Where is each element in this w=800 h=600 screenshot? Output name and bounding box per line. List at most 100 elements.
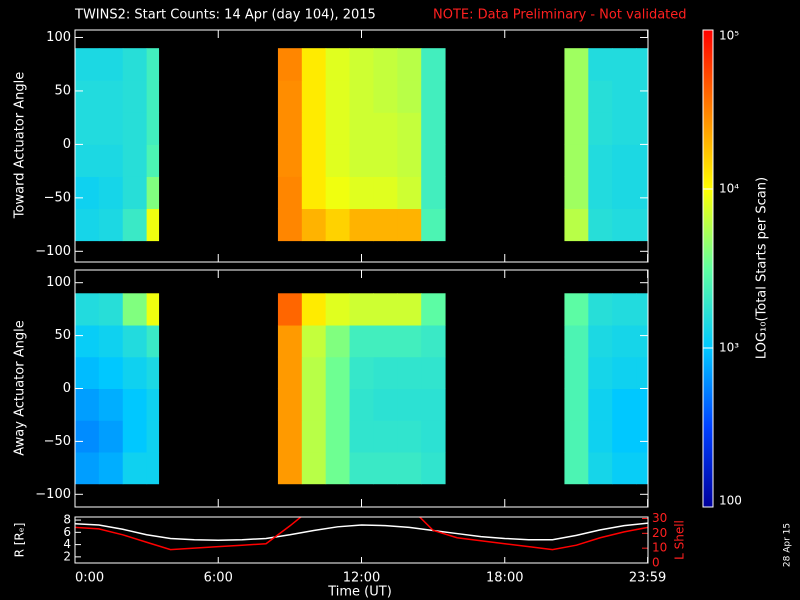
heatmap-cell [301,293,327,326]
y-tick-label: −50 [44,190,71,205]
heatmap-cell [588,208,613,242]
heatmap-cell [636,80,649,113]
heatmap-cell [75,293,100,326]
heatmap-cell [349,325,374,358]
heatmap-cell [75,356,100,389]
heatmap-cell [277,356,303,389]
heatmap-cell [325,80,351,113]
heatmap-cell [373,356,398,389]
colorbar-tick-label: 10⁵ [719,29,739,43]
heatmap-cell [349,451,374,485]
heatmap-cell [146,80,160,113]
heatmap-cell [75,112,100,145]
heatmap-cell [421,451,446,485]
heatmap-cell [301,112,327,145]
heatmap-cell [277,420,303,453]
y2-tick-label: 0 [652,556,660,570]
heatmap-cell [588,356,613,389]
heatmap-cell [325,112,351,145]
heatmap-cell [636,293,649,326]
heatmap-cell [75,208,100,242]
heatmap-cell [301,48,327,81]
heatmap-cell [373,80,398,113]
heatmap-cell [325,388,351,421]
heatmap-cell [373,48,398,81]
y-axis-label: R [Rₑ] [13,523,27,558]
heatmap-cell [397,293,422,326]
heatmap-cell [421,80,446,113]
heatmap-cell [349,388,374,421]
heatmap-cell [146,176,160,210]
heatmap-cell [397,48,422,81]
heatmap-cell [122,112,148,145]
heatmap-cell [75,48,100,81]
heatmap-cell [277,451,303,485]
heatmap-cell [301,325,327,358]
heatmap-cell [564,48,589,81]
x-tick-label: 6:00 [204,571,233,586]
heatmap-cell [373,325,398,358]
heatmap-cell [277,293,303,326]
heatmap-cell [588,420,613,453]
heatmap-cell [122,144,148,177]
heatmap-cell [325,176,351,210]
y-tick-label: 50 [54,328,71,343]
heatmap-cell [588,176,613,210]
heatmap-cell [588,80,613,113]
heatmap-cell [146,293,160,326]
heatmap-cell [75,144,100,177]
heatmap-cell [122,325,148,358]
heatmap-cell [612,80,637,113]
heatmap-cell [349,176,374,210]
heatmap-cell [588,388,613,421]
heatmap-cell [75,325,100,358]
heatmap-cell [98,325,124,358]
heatmap-cell [122,208,148,242]
heatmap-cell [588,48,613,81]
heatmap-cell [98,112,124,145]
x-tick-label: 18:00 [486,571,523,586]
heatmap-cell [636,144,649,177]
heatmap-cell [636,48,649,81]
heatmap-cell [75,388,100,421]
heatmap-cell [421,293,446,326]
heatmap-cell [564,356,589,389]
heatmap-cell [564,144,589,177]
heatmap-cell [301,80,327,113]
heatmap-cell [325,144,351,177]
heatmap-cell [612,325,637,358]
heatmap-cell [564,208,589,242]
heatmap-cell [349,208,374,242]
heatmap-cell [122,388,148,421]
colorbar-tick-label: 100 [719,494,742,508]
heatmap-cell [98,293,124,326]
heatmap-cell [301,388,327,421]
heatmap-cell [636,420,649,453]
heatmap-cell [301,451,327,485]
heatmap-cell [325,325,351,358]
heatmap-cell [564,388,589,421]
heatmap-cell [397,176,422,210]
heatmap-cell [122,356,148,389]
heatmap-cell [325,48,351,81]
heatmap-cell [421,144,446,177]
heatmap-cell [397,388,422,421]
heatmap-cell [421,176,446,210]
date-stamp: 28 Apr 15 [783,523,793,567]
heatmap-cell [612,112,637,145]
heatmap-cell [146,356,160,389]
heatmap-cell [588,325,613,358]
heatmap-cell [146,325,160,358]
heatmap-cell [397,356,422,389]
y-tick-label: 0 [63,137,71,152]
heatmap-cell [146,388,160,421]
y-tick-label: 0 [63,381,71,396]
heatmap-cell [349,144,374,177]
heatmap-cell [349,293,374,326]
heatmap-cell [75,176,100,210]
heatmap-cell [564,325,589,358]
heatmap-cell [421,48,446,81]
heatmap-cell [564,112,589,145]
y-tick-label: 4 [63,537,71,551]
heatmap-cell [146,48,160,81]
